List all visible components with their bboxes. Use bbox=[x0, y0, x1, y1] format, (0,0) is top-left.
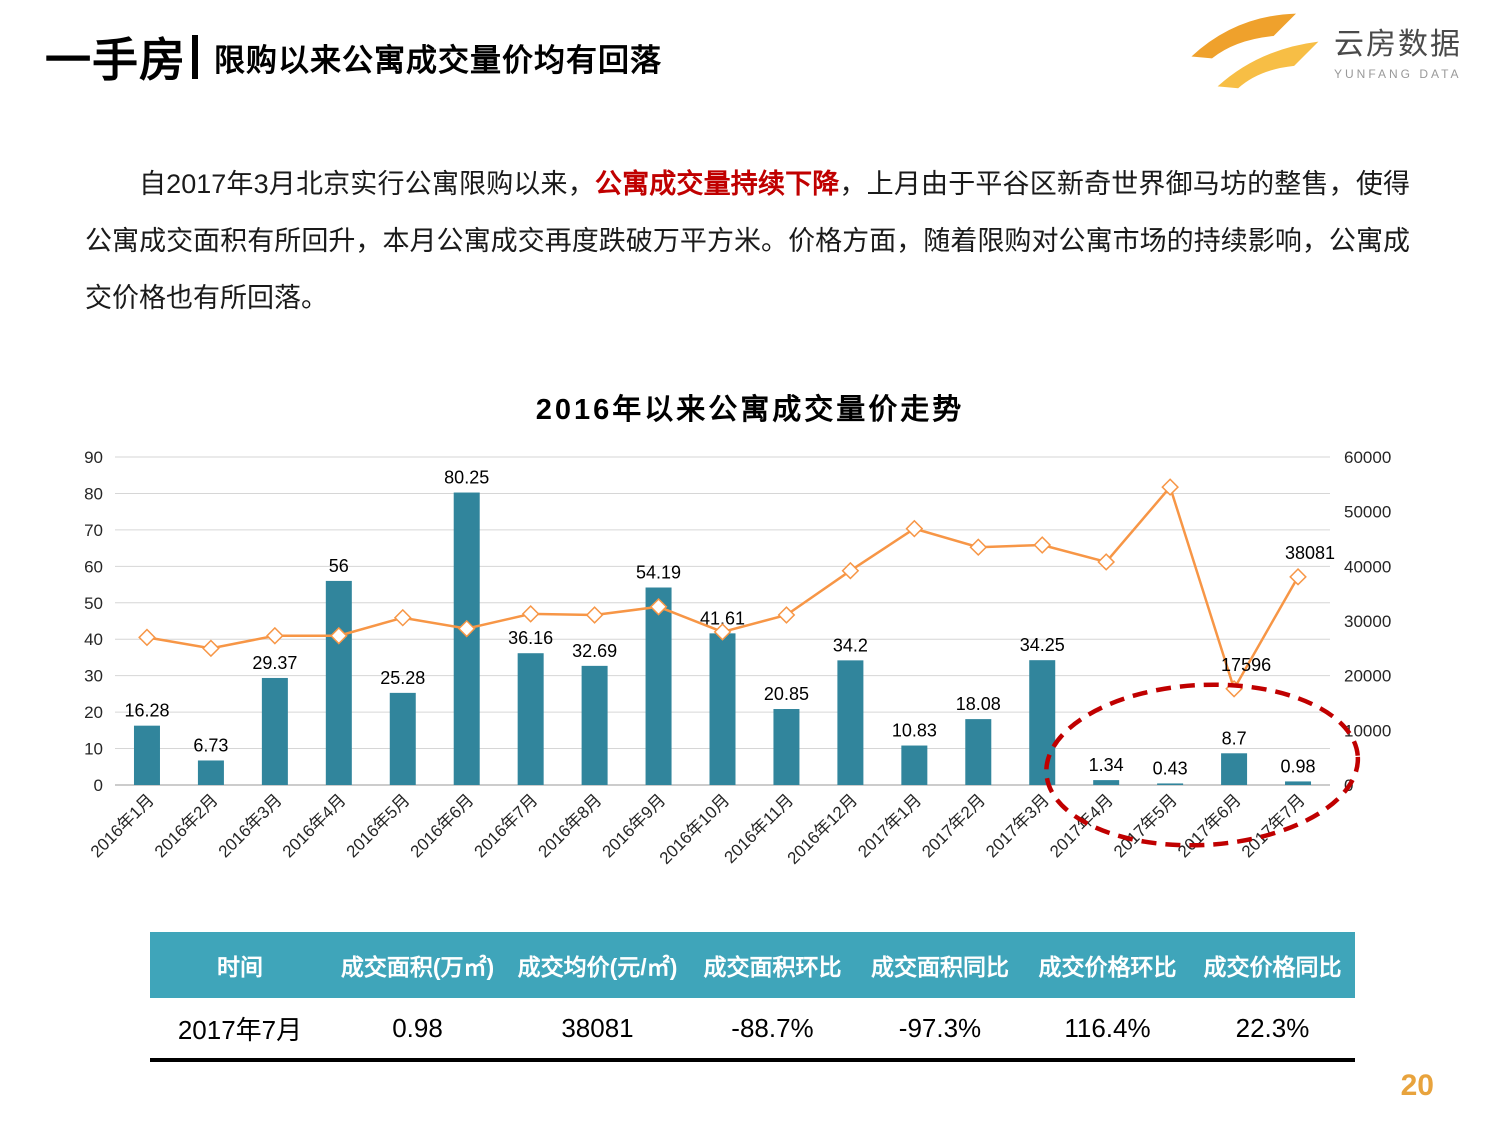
svg-text:80: 80 bbox=[84, 484, 103, 503]
svg-text:60000: 60000 bbox=[1344, 448, 1391, 467]
svg-text:36.16: 36.16 bbox=[508, 628, 553, 648]
intro-paragraph: 自2017年3月北京实行公寓限购以来，公寓成交量持续下降，上月由于平谷区新奇世界… bbox=[85, 156, 1410, 327]
svg-text:56: 56 bbox=[329, 556, 349, 576]
page-number: 20 bbox=[1400, 1069, 1434, 1102]
svg-text:32.69: 32.69 bbox=[572, 641, 617, 661]
svg-text:10.83: 10.83 bbox=[892, 721, 937, 741]
svg-text:2017年5月: 2017年5月 bbox=[1110, 790, 1181, 861]
svg-text:1.34: 1.34 bbox=[1089, 755, 1124, 775]
svg-text:16.28: 16.28 bbox=[124, 701, 169, 721]
svg-text:2016年2月: 2016年2月 bbox=[151, 790, 222, 861]
svg-text:0.43: 0.43 bbox=[1153, 758, 1188, 778]
svg-text:2017年3月: 2017年3月 bbox=[982, 790, 1053, 861]
column-header-price-mom: 成交价格环比 bbox=[1038, 954, 1177, 980]
svg-text:2016年6月: 2016年6月 bbox=[407, 790, 478, 861]
column-header-time: 时间 bbox=[217, 954, 263, 980]
svg-text:0.98: 0.98 bbox=[1281, 756, 1316, 776]
column-header-price: 成交均价(元/㎡) bbox=[517, 954, 678, 980]
logo: 云房数据 YUNFANG DATA bbox=[1184, 8, 1462, 92]
svg-text:41.61: 41.61 bbox=[700, 608, 745, 628]
svg-text:34.25: 34.25 bbox=[1020, 635, 1065, 655]
svg-text:50: 50 bbox=[84, 594, 103, 613]
header-divider bbox=[192, 35, 198, 79]
column-header-area-mom: 成交面积环比 bbox=[703, 954, 842, 980]
logo-name: 云房数据 bbox=[1334, 28, 1462, 61]
svg-text:2016年1月: 2016年1月 bbox=[87, 790, 158, 861]
svg-text:29.37: 29.37 bbox=[252, 653, 297, 673]
svg-text:2016年5月: 2016年5月 bbox=[343, 790, 414, 861]
combo-chart-canvas: 0102030405060708090010000200003000040000… bbox=[84, 448, 1391, 868]
svg-text:2017年6月: 2017年6月 bbox=[1174, 790, 1245, 861]
chart-title: 2016年以来公寓成交量价走势 bbox=[535, 394, 965, 426]
svg-text:18.08: 18.08 bbox=[956, 694, 1001, 714]
summary-table: 时间 成交面积(万㎡) 成交均价(元/㎡) 成交面积环比 成交面积同比 成交价格… bbox=[150, 932, 1355, 1062]
svg-text:20.85: 20.85 bbox=[764, 684, 809, 704]
intro-text-2: ，上月由于平谷区新奇世界御马坊的整售，使得公寓成交面积有所回升，本月公寓成交再度… bbox=[85, 169, 1411, 313]
svg-text:17596: 17596 bbox=[1221, 655, 1271, 675]
table-cell-area-mom: -88.7% bbox=[731, 1012, 814, 1043]
svg-text:8.7: 8.7 bbox=[1222, 728, 1247, 748]
svg-text:6.73: 6.73 bbox=[193, 735, 228, 755]
table-cell-price-yoy: 22.3% bbox=[1235, 1012, 1310, 1043]
svg-text:25.28: 25.28 bbox=[380, 668, 425, 688]
logo-text: 云房数据 YUNFANG DATA bbox=[1334, 19, 1462, 81]
intro-text-1: 自2017年3月北京实行公寓限购以来， bbox=[139, 169, 595, 199]
svg-text:60: 60 bbox=[84, 557, 103, 576]
svg-text:54.19: 54.19 bbox=[636, 563, 681, 583]
svg-text:2017年2月: 2017年2月 bbox=[918, 790, 989, 861]
table-cell-area: 0.98 bbox=[392, 1012, 443, 1043]
svg-text:2016年3月: 2016年3月 bbox=[215, 790, 286, 861]
svg-text:30000: 30000 bbox=[1344, 612, 1391, 631]
svg-text:80.25: 80.25 bbox=[444, 468, 489, 488]
svg-text:20: 20 bbox=[84, 703, 103, 722]
svg-text:50000: 50000 bbox=[1344, 503, 1391, 522]
svg-text:2016年8月: 2016年8月 bbox=[535, 790, 606, 861]
svg-text:30: 30 bbox=[84, 667, 103, 686]
table-cell-time: 2017年7月 bbox=[177, 1014, 303, 1045]
column-header-area: 成交面积(万㎡) bbox=[340, 954, 495, 980]
column-header-area-yoy: 成交面积同比 bbox=[871, 954, 1009, 980]
table-cell-area-yoy: -97.3% bbox=[898, 1012, 982, 1043]
column-header-price-yoy: 成交价格同比 bbox=[1203, 954, 1342, 980]
svg-text:20000: 20000 bbox=[1344, 667, 1391, 686]
table-cell-price: 38081 bbox=[561, 1012, 634, 1043]
svg-text:38081: 38081 bbox=[1285, 543, 1335, 563]
svg-text:40: 40 bbox=[84, 630, 103, 649]
svg-text:2017年1月: 2017年1月 bbox=[854, 790, 925, 861]
svg-text:2016年7月: 2016年7月 bbox=[471, 790, 542, 861]
intro-highlight: 公寓成交量持续下降 bbox=[594, 169, 840, 199]
svg-text:34.2: 34.2 bbox=[833, 635, 868, 655]
page-header: 一手房 限购以来公寓成交量价均有回落 bbox=[45, 24, 662, 90]
page-title: 限购以来公寓成交量价均有回落 bbox=[214, 42, 662, 78]
svg-text:70: 70 bbox=[84, 521, 103, 540]
table-cell-price-mom: 116.4% bbox=[1064, 1012, 1151, 1043]
logo-subtitle: YUNFANG DATA bbox=[1334, 67, 1462, 81]
svg-text:90: 90 bbox=[84, 448, 103, 467]
svg-text:10000: 10000 bbox=[1344, 721, 1391, 740]
table-header-row: 时间 成交面积(万㎡) 成交均价(元/㎡) 成交面积环比 成交面积同比 成交价格… bbox=[150, 932, 1355, 998]
svg-text:40000: 40000 bbox=[1344, 557, 1391, 576]
svg-text:2016年4月: 2016年4月 bbox=[279, 790, 350, 861]
table-row: 2017年7月 0.98 38081 -88.7% -97.3% 116.4% … bbox=[150, 998, 1355, 1062]
svg-text:10: 10 bbox=[84, 740, 103, 759]
logo-swoosh-icon bbox=[1191, 13, 1319, 89]
section-label: 一手房 bbox=[45, 34, 186, 86]
svg-text:0: 0 bbox=[94, 776, 103, 795]
